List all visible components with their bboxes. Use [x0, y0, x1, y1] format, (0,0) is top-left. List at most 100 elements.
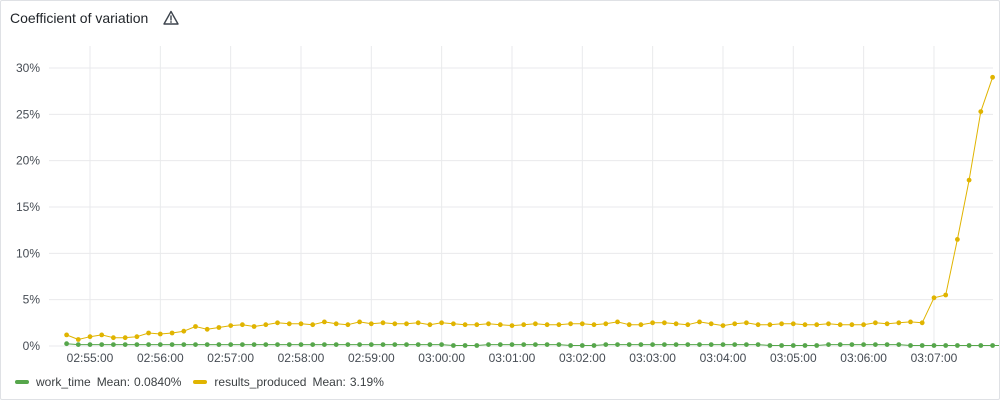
data-point-work_time	[509, 342, 515, 347]
data-point-results_produced	[357, 319, 362, 325]
data-point-results_produced	[392, 321, 398, 327]
data-point-work_time	[64, 341, 69, 347]
data-point-work_time	[345, 342, 351, 347]
data-point-work_time	[310, 342, 316, 347]
data-point-work_time	[990, 343, 995, 348]
data-point-results_produced	[134, 334, 140, 340]
data-point-results_produced	[720, 323, 726, 328]
y-tick-label: 0%	[23, 339, 41, 353]
data-point-work_time	[357, 342, 362, 347]
data-point-work_time	[251, 342, 257, 347]
data-point-results_produced	[755, 322, 761, 328]
data-point-work_time	[275, 342, 280, 347]
data-point-work_time	[286, 342, 292, 347]
warning-triangle-icon[interactable]	[162, 9, 180, 27]
data-point-results_produced	[509, 323, 515, 328]
data-point-work_time	[240, 342, 245, 347]
data-point-results_produced	[615, 319, 620, 325]
panel-title[interactable]: Coefficient of variation	[10, 10, 149, 26]
data-point-results_produced	[837, 322, 843, 328]
panel-header[interactable]: Coefficient of variation	[1, 1, 999, 35]
x-tick-label: 03:07:00	[911, 351, 958, 365]
data-point-work_time	[204, 342, 210, 347]
data-point-work_time	[111, 342, 116, 347]
data-point-work_time	[322, 342, 327, 347]
data-point-results_produced	[802, 322, 808, 328]
x-tick-label: 02:58:00	[278, 351, 325, 365]
y-tick-label: 5%	[23, 293, 41, 307]
data-point-work_time	[99, 342, 105, 347]
data-point-work_time	[708, 342, 714, 347]
data-point-work_time	[497, 342, 503, 347]
data-point-results_produced	[533, 321, 538, 327]
data-point-work_time	[603, 342, 609, 347]
data-point-results_produced	[544, 322, 550, 328]
data-point-work_time	[931, 343, 937, 348]
x-tick-label: 03:01:00	[489, 351, 536, 365]
data-point-work_time	[169, 342, 175, 347]
data-point-results_produced	[122, 335, 128, 341]
data-point-work_time	[744, 342, 749, 347]
data-point-results_produced	[591, 322, 597, 328]
legend-series-name: work_time	[36, 375, 91, 389]
data-point-results_produced	[697, 319, 702, 325]
data-point-results_produced	[896, 320, 902, 326]
data-point-results_produced	[286, 321, 292, 327]
data-point-results_produced	[978, 109, 984, 114]
data-point-work_time	[556, 342, 562, 347]
x-tick-label: 02:59:00	[348, 351, 395, 365]
data-point-work_time	[544, 342, 550, 347]
data-point-work_time	[193, 342, 198, 347]
data-point-results_produced	[298, 321, 304, 327]
x-tick-label: 03:03:00	[629, 351, 676, 365]
data-point-work_time	[732, 342, 738, 347]
x-tick-label: 02:57:00	[207, 351, 254, 365]
data-point-work_time	[263, 342, 269, 347]
data-point-work_time	[767, 343, 773, 348]
data-point-results_produced	[333, 321, 339, 327]
x-tick-label: 03:05:00	[770, 351, 817, 365]
data-point-results_produced	[263, 322, 269, 328]
data-point-results_produced	[568, 321, 573, 327]
data-point-results_produced	[873, 320, 878, 326]
y-tick-label: 15%	[16, 200, 40, 214]
data-point-results_produced	[990, 74, 995, 80]
x-tick-label: 02:55:00	[67, 351, 114, 365]
data-point-work_time	[908, 343, 913, 348]
data-point-work_time	[404, 342, 409, 347]
data-point-results_produced	[790, 321, 796, 327]
data-point-work_time	[814, 343, 820, 348]
data-point-work_time	[579, 343, 585, 348]
data-point-work_time	[849, 342, 855, 347]
data-point-work_time	[861, 342, 866, 347]
data-point-work_time	[533, 342, 538, 347]
data-point-work_time	[415, 342, 421, 347]
data-point-results_produced	[861, 322, 866, 328]
data-point-work_time	[896, 342, 902, 347]
line-chart[interactable]: 0% 5% 10% 15% 20% 25% 30% 02:55:00 02:56:00 02:57…	[1, 1, 999, 373]
data-point-results_produced	[228, 323, 234, 328]
data-point-results_produced	[849, 322, 855, 328]
data-point-results_produced	[556, 322, 562, 328]
legend-item-work-time[interactable]: work_time Mean: 0.0840%	[15, 375, 181, 389]
data-point-results_produced	[439, 320, 444, 326]
data-point-results_produced	[368, 321, 374, 327]
y-tick-label: 30%	[16, 61, 40, 75]
data-point-results_produced	[75, 337, 81, 342]
data-point-results_produced	[181, 328, 187, 334]
data-point-results_produced	[603, 321, 609, 327]
legend-item-results-produced[interactable]: results_produced Mean: 3.19%	[193, 375, 384, 389]
data-point-work_time	[673, 342, 679, 347]
data-point-results_produced	[943, 292, 949, 298]
series-line-results_produced	[66, 77, 994, 340]
data-point-results_produced	[638, 322, 644, 328]
data-point-work_time	[790, 343, 796, 348]
data-point-results_produced	[884, 321, 890, 327]
data-point-results_produced	[275, 320, 280, 326]
data-point-results_produced	[908, 319, 913, 325]
data-point-results_produced	[251, 324, 257, 329]
data-point-work_time	[826, 342, 831, 347]
data-point-results_produced	[99, 332, 105, 338]
data-point-results_produced	[310, 322, 316, 328]
data-point-results_produced	[87, 334, 93, 340]
